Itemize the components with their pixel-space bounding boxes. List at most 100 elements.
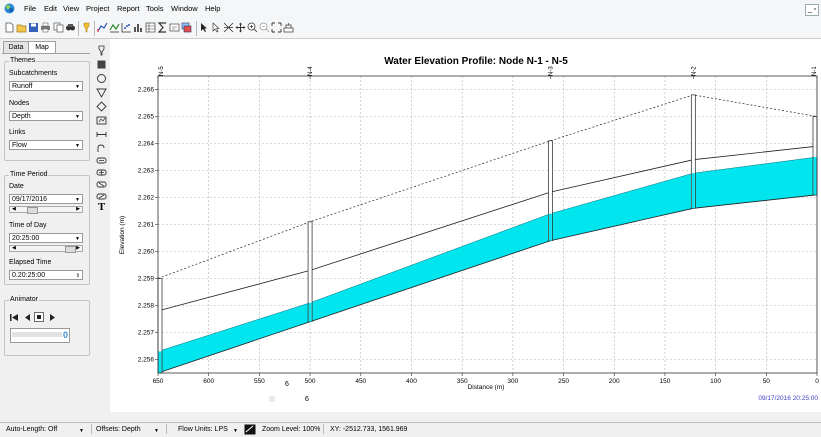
find-icon[interactable] xyxy=(65,22,76,33)
time-of-day-value: 20:25:00 xyxy=(12,235,40,242)
full-view-icon[interactable] xyxy=(271,22,282,33)
subcatchments-label: Subcatchments xyxy=(9,70,58,77)
water-surface-area xyxy=(158,157,817,373)
chevron-down-icon: ▼ xyxy=(75,84,80,90)
print-icon[interactable] xyxy=(40,22,51,33)
outfall-icon[interactable] xyxy=(96,101,107,112)
full-extent-icon[interactable] xyxy=(223,22,234,33)
node-water-level xyxy=(308,302,312,322)
profile-chart: Water Elevation Profile: Node N-1 - N-5 … xyxy=(119,56,819,403)
x-tick-label: 0 xyxy=(815,378,819,385)
date-value: 09/17/2016 xyxy=(12,196,48,203)
play-forward-icon[interactable] xyxy=(48,313,57,322)
offsets-status[interactable]: Offsets: Depth xyxy=(96,426,141,433)
node-manhole[interactable] xyxy=(548,140,553,242)
histogram-icon[interactable] xyxy=(133,22,144,33)
query-icon[interactable] xyxy=(81,22,92,33)
subcatchments-select[interactable]: Runoff ▼ xyxy=(9,81,83,91)
chevron-down-icon[interactable]: ▼ xyxy=(79,428,84,434)
scatter-icon[interactable] xyxy=(121,22,132,33)
overlay-glyph xyxy=(269,396,275,402)
rewind-icon[interactable] xyxy=(10,313,19,322)
y-tick-label: 2.259 xyxy=(138,276,155,283)
divider-icon[interactable] xyxy=(96,115,107,126)
pointer-tool-icon[interactable] xyxy=(96,45,107,56)
profile-plot-icon[interactable] xyxy=(97,22,108,33)
subcatchment-icon[interactable] xyxy=(96,73,107,84)
rain-gage-icon[interactable] xyxy=(96,59,107,70)
y-tick-label: 2.256 xyxy=(138,357,155,364)
label-tool-icon[interactable]: T xyxy=(97,201,106,213)
menu-project[interactable]: Project xyxy=(86,4,110,13)
chevron-down-icon[interactable]: ▼ xyxy=(154,428,159,434)
new-file-icon[interactable] xyxy=(4,22,15,33)
weir-icon[interactable] xyxy=(96,179,107,190)
themes-group xyxy=(4,61,90,161)
legend-icon[interactable] xyxy=(283,22,294,33)
menu-file[interactable]: File xyxy=(24,4,37,13)
stop-icon[interactable] xyxy=(34,312,44,322)
open-folder-icon[interactable] xyxy=(16,22,27,33)
ground-surface-line xyxy=(157,94,818,279)
flow-units-status[interactable]: Flow Units: LPS xyxy=(178,426,228,433)
toolbar-separator xyxy=(196,21,197,36)
chevron-down-icon[interactable]: ▼ xyxy=(233,428,238,434)
elapsed-time-field[interactable]: 0.20:25:00 ⇕ xyxy=(9,270,83,280)
window-restore-button[interactable]: _ ▫ xyxy=(805,4,819,16)
play-back-icon[interactable] xyxy=(23,313,32,322)
save-icon[interactable] xyxy=(28,22,39,33)
copy-icon[interactable] xyxy=(53,22,64,33)
vertex-icon[interactable] xyxy=(211,22,222,33)
node-water-level xyxy=(813,157,817,195)
scroll-right-icon: ▶ xyxy=(76,245,80,251)
links-select[interactable]: Flow ▼ xyxy=(9,140,83,150)
tab-map[interactable]: Map xyxy=(28,41,56,53)
animator-group xyxy=(4,300,90,356)
menu-window[interactable]: Window xyxy=(171,4,198,13)
pan-icon[interactable] xyxy=(235,22,246,33)
menu-edit[interactable]: Edit xyxy=(44,4,57,13)
outlet-icon[interactable] xyxy=(96,191,107,202)
node-label: N-5 xyxy=(159,66,165,76)
date-label: Date xyxy=(9,183,24,190)
options-icon[interactable] xyxy=(169,22,180,33)
tab-data[interactable]: Data xyxy=(3,41,29,53)
junction-icon[interactable] xyxy=(96,87,107,98)
time-scrollbar[interactable]: ◀ ▶ xyxy=(9,245,83,253)
orifice-icon[interactable] xyxy=(96,167,107,178)
statistics-icon[interactable] xyxy=(157,22,168,33)
storage-icon[interactable] xyxy=(96,129,107,140)
spinner-icon[interactable]: ⇕ xyxy=(75,273,80,279)
menu-report[interactable]: Report xyxy=(117,4,140,13)
animation-speed-slider[interactable]: 0 xyxy=(10,328,70,343)
date-scrollbar[interactable]: ◀ ▶ xyxy=(9,206,83,214)
date-select[interactable]: 09/17/2016 ▼ xyxy=(9,194,83,204)
zoom-out-icon[interactable] xyxy=(259,22,270,33)
zoom-in-icon[interactable] xyxy=(247,22,258,33)
xy-coordinates-status: XY: -2512.733, 1561.969 xyxy=(330,426,408,433)
menu-tools[interactable]: Tools xyxy=(146,4,164,13)
time-of-day-label: Time of Day xyxy=(9,222,47,229)
conduit-invert-line xyxy=(157,194,818,374)
time-of-day-select[interactable]: 20:25:00 ▼ xyxy=(9,233,83,243)
table-icon[interactable] xyxy=(145,22,156,33)
overlay-number: 6 xyxy=(285,381,289,388)
menu-help[interactable]: Help xyxy=(205,4,221,13)
status-separator xyxy=(166,424,167,434)
conduit-icon[interactable] xyxy=(96,143,107,154)
date-scroll-thumb[interactable] xyxy=(27,207,38,214)
x-tick-label: 450 xyxy=(355,378,366,385)
time-series-icon[interactable] xyxy=(109,22,120,33)
pump-icon[interactable] xyxy=(96,155,107,166)
y-axis-label: Elevation (m) xyxy=(119,216,126,254)
nodes-select[interactable]: Depth ▼ xyxy=(9,111,83,121)
stack-icon[interactable] xyxy=(181,22,192,33)
select-icon[interactable] xyxy=(199,22,210,33)
time-scroll-thumb[interactable] xyxy=(65,246,76,253)
x-tick-label: 150 xyxy=(659,378,670,385)
auto-length-status[interactable]: Auto-Length: Off xyxy=(6,426,58,433)
node-manhole[interactable] xyxy=(307,221,313,323)
profile-plot-window: Water Elevation Profile: Node N-1 - N-5 … xyxy=(110,39,821,412)
menu-view[interactable]: View xyxy=(63,4,80,13)
node-manhole[interactable] xyxy=(690,94,696,209)
